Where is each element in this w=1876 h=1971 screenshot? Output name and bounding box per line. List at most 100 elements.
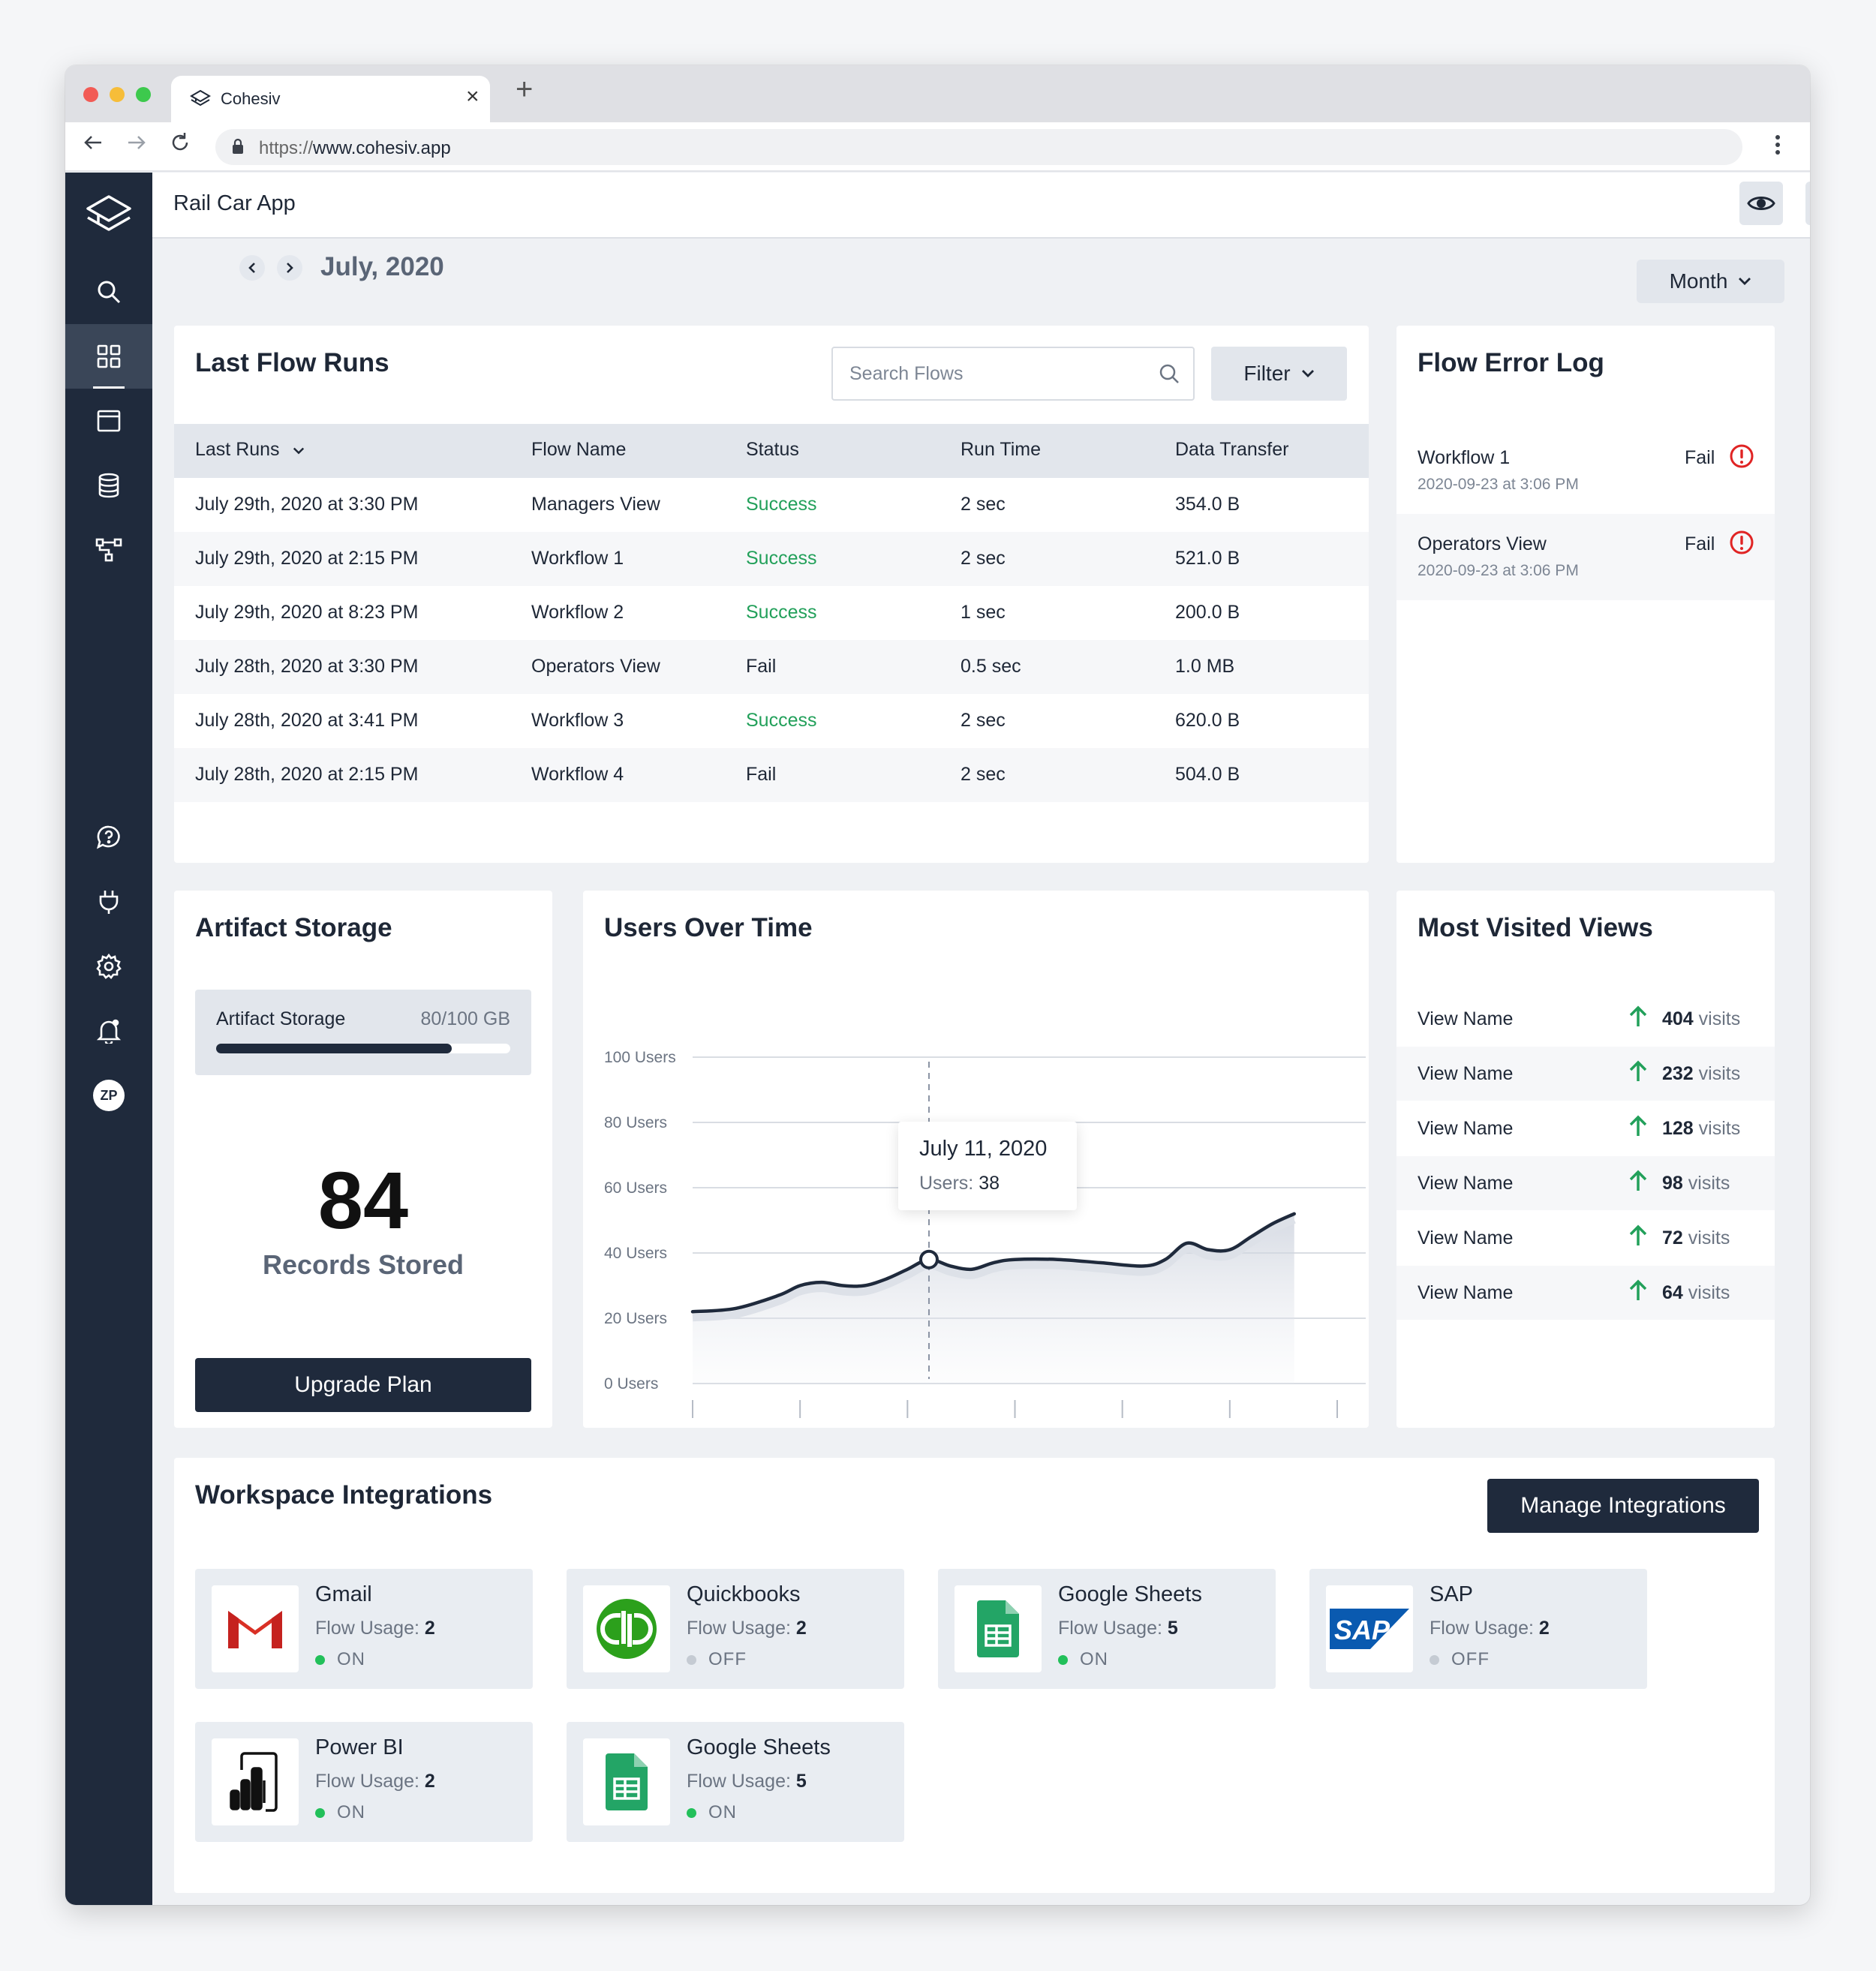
close-window-button[interactable]: [83, 87, 98, 102]
search-icon: [98, 281, 121, 304]
column-header-status[interactable]: Status: [746, 439, 799, 460]
visit-count: 232 visits: [1662, 1063, 1741, 1084]
integration-usage: Flow Usage: 2: [687, 1618, 807, 1639]
sidebar-item-dashboard[interactable]: [65, 324, 152, 389]
series-area: [693, 1213, 1294, 1384]
view-name: View Name: [1418, 1282, 1514, 1303]
sidebar-item-help[interactable]: [65, 805, 152, 870]
sidebar-item-plugins[interactable]: [65, 870, 152, 934]
close-tab-icon[interactable]: ×: [466, 84, 480, 109]
integration-card[interactable]: Google Sheets Flow Usage: 5 ON: [938, 1569, 1276, 1689]
column-header-data-transfer[interactable]: Data Transfer: [1175, 439, 1289, 460]
error-date: 2020-09-23 at 3:06 PM: [1418, 562, 1579, 579]
users-line-chart: 0 Users 20 Users 40 Users 60 Users 80 Users 1…: [604, 1049, 1366, 1418]
google-sheets-icon: [583, 1738, 670, 1825]
table-row[interactable]: July 28th, 2020 at 2:15 PM Workflow 4 Fail…: [174, 748, 1369, 802]
list-item[interactable]: View Name 72 visits: [1396, 1211, 1775, 1265]
list-item[interactable]: View Name 98 visits: [1396, 1156, 1775, 1210]
cell-runtime: 2 sec: [961, 764, 1006, 785]
url-field[interactable]: https://www.cohesiv.app: [215, 129, 1742, 165]
cell-runtime: 2 sec: [961, 710, 1006, 731]
table-row[interactable]: July 29th, 2020 at 2:15 PM Workflow 1 Succ…: [174, 532, 1369, 586]
integration-status: ON: [315, 1802, 365, 1823]
list-item[interactable]: View Name 64 visits: [1396, 1266, 1775, 1320]
sidebar-item-flows[interactable]: [65, 518, 152, 582]
back-arrow-icon[interactable]: [82, 131, 104, 160]
database-icon: [98, 473, 119, 498]
new-tab-icon[interactable]: +: [516, 73, 534, 106]
integration-name: Google Sheets: [687, 1735, 831, 1759]
integration-usage: Flow Usage: 2: [315, 1618, 435, 1639]
integration-card[interactable]: Quickbooks Flow Usage: 2 OFF: [567, 1569, 904, 1689]
browser-menu-icon[interactable]: [1774, 130, 1781, 166]
arrow-up-icon: [1628, 1224, 1649, 1251]
column-header-last-runs[interactable]: Last Runs: [195, 439, 305, 461]
sidebar-item-settings[interactable]: [65, 934, 152, 999]
table-row[interactable]: July 28th, 2020 at 3:41 PM Workflow 3 Succ…: [174, 694, 1369, 748]
visit-count: 72 visits: [1662, 1227, 1730, 1248]
sidebar-item-database[interactable]: [65, 453, 152, 518]
error-item[interactable]: Workflow 1 2020-09-23 at 3:06 PM Fail: [1396, 428, 1775, 514]
maximize-window-button[interactable]: [136, 87, 151, 102]
most-visited-views-card: Most Visited Views View Name 404 visits Vi…: [1396, 891, 1775, 1428]
error-item[interactable]: Operators View 2020-09-23 at 3:06 PM Fail: [1396, 514, 1775, 600]
cohesiv-logo-icon: [190, 89, 211, 113]
column-header-flow-name[interactable]: Flow Name: [531, 439, 627, 460]
table-row[interactable]: July 29th, 2020 at 3:30 PM Managers View S…: [174, 478, 1369, 532]
tooltip-users: Users: 38: [919, 1173, 1000, 1194]
previous-month-button[interactable]: [239, 255, 265, 281]
sidebar-item-search[interactable]: [65, 260, 152, 324]
column-header-run-time[interactable]: Run Time: [961, 439, 1041, 460]
integration-card[interactable]: Google Sheets Flow Usage: 5 ON: [567, 1722, 904, 1842]
quickbooks-icon: [583, 1585, 670, 1672]
status-dot: [315, 1654, 325, 1665]
browser-tab[interactable]: Cohesiv ×: [171, 76, 490, 122]
help-chat-icon: [96, 825, 120, 849]
integration-card[interactable]: Gmail Flow Usage: 2 ON: [195, 1569, 533, 1689]
storage-progress-bar: [216, 1044, 510, 1053]
cell-transfer: 1.0 MB: [1175, 656, 1235, 677]
integration-status: ON: [687, 1802, 737, 1823]
list-item[interactable]: View Name 128 visits: [1396, 1101, 1775, 1155]
preview-button[interactable]: [1739, 182, 1783, 225]
reload-icon[interactable]: [169, 131, 191, 160]
table-row[interactable]: July 28th, 2020 at 3:30 PM Operators View…: [174, 640, 1369, 694]
table-row[interactable]: July 29th, 2020 at 8:23 PM Workflow 2 Succ…: [174, 586, 1369, 640]
cell-flow: Operators View: [531, 656, 660, 677]
search-flows-input[interactable]: [849, 348, 1150, 399]
cell-flow: Workflow 1: [531, 548, 624, 569]
search-flows-field[interactable]: [831, 347, 1195, 401]
visit-count: 128 visits: [1662, 1118, 1741, 1139]
cell-status: Success: [746, 494, 817, 515]
error-status: Fail: [1685, 447, 1715, 468]
sidebar-logo[interactable]: [65, 173, 152, 260]
list-item[interactable]: View Name 404 visits: [1396, 992, 1775, 1046]
sidebar-item-profile[interactable]: ZP: [65, 1063, 152, 1128]
integration-card[interactable]: SAP SAP Flow Usage: 2 OFF: [1309, 1569, 1647, 1689]
minimize-window-button[interactable]: [110, 87, 125, 102]
cell-status: Success: [746, 710, 817, 731]
filter-button[interactable]: Filter: [1211, 347, 1347, 401]
view-name: View Name: [1418, 1173, 1514, 1194]
status-dot: [687, 1654, 696, 1665]
chevron-right-icon: [287, 263, 293, 273]
manage-integrations-button[interactable]: Manage Integrations: [1487, 1479, 1759, 1533]
flow-diagram-icon: [95, 538, 122, 562]
records-count: 84: [317, 1155, 409, 1245]
error-flow-name: Workflow 1: [1418, 447, 1511, 468]
sidebar-item-notifications[interactable]: [65, 999, 152, 1063]
integration-usage: Flow Usage: 5: [687, 1771, 807, 1792]
upgrade-plan-button[interactable]: Upgrade Plan: [195, 1358, 531, 1412]
list-item[interactable]: View Name 232 visits: [1396, 1047, 1775, 1101]
series-line: [690, 1212, 1296, 1314]
integration-card[interactable]: Power BI Flow Usage: 2 ON: [195, 1722, 533, 1842]
y-tick-label: 100 Users: [604, 1049, 676, 1066]
next-month-button[interactable]: [277, 255, 302, 281]
browser-window-icon: [97, 410, 121, 432]
forward-arrow-icon[interactable]: [125, 131, 148, 160]
sidebar-item-views[interactable]: [65, 389, 152, 453]
more-options-button[interactable]: [1805, 182, 1810, 225]
search-icon[interactable]: [1159, 363, 1180, 388]
series-line-shadow: [692, 1216, 1296, 1322]
period-select[interactable]: Month: [1637, 260, 1784, 303]
